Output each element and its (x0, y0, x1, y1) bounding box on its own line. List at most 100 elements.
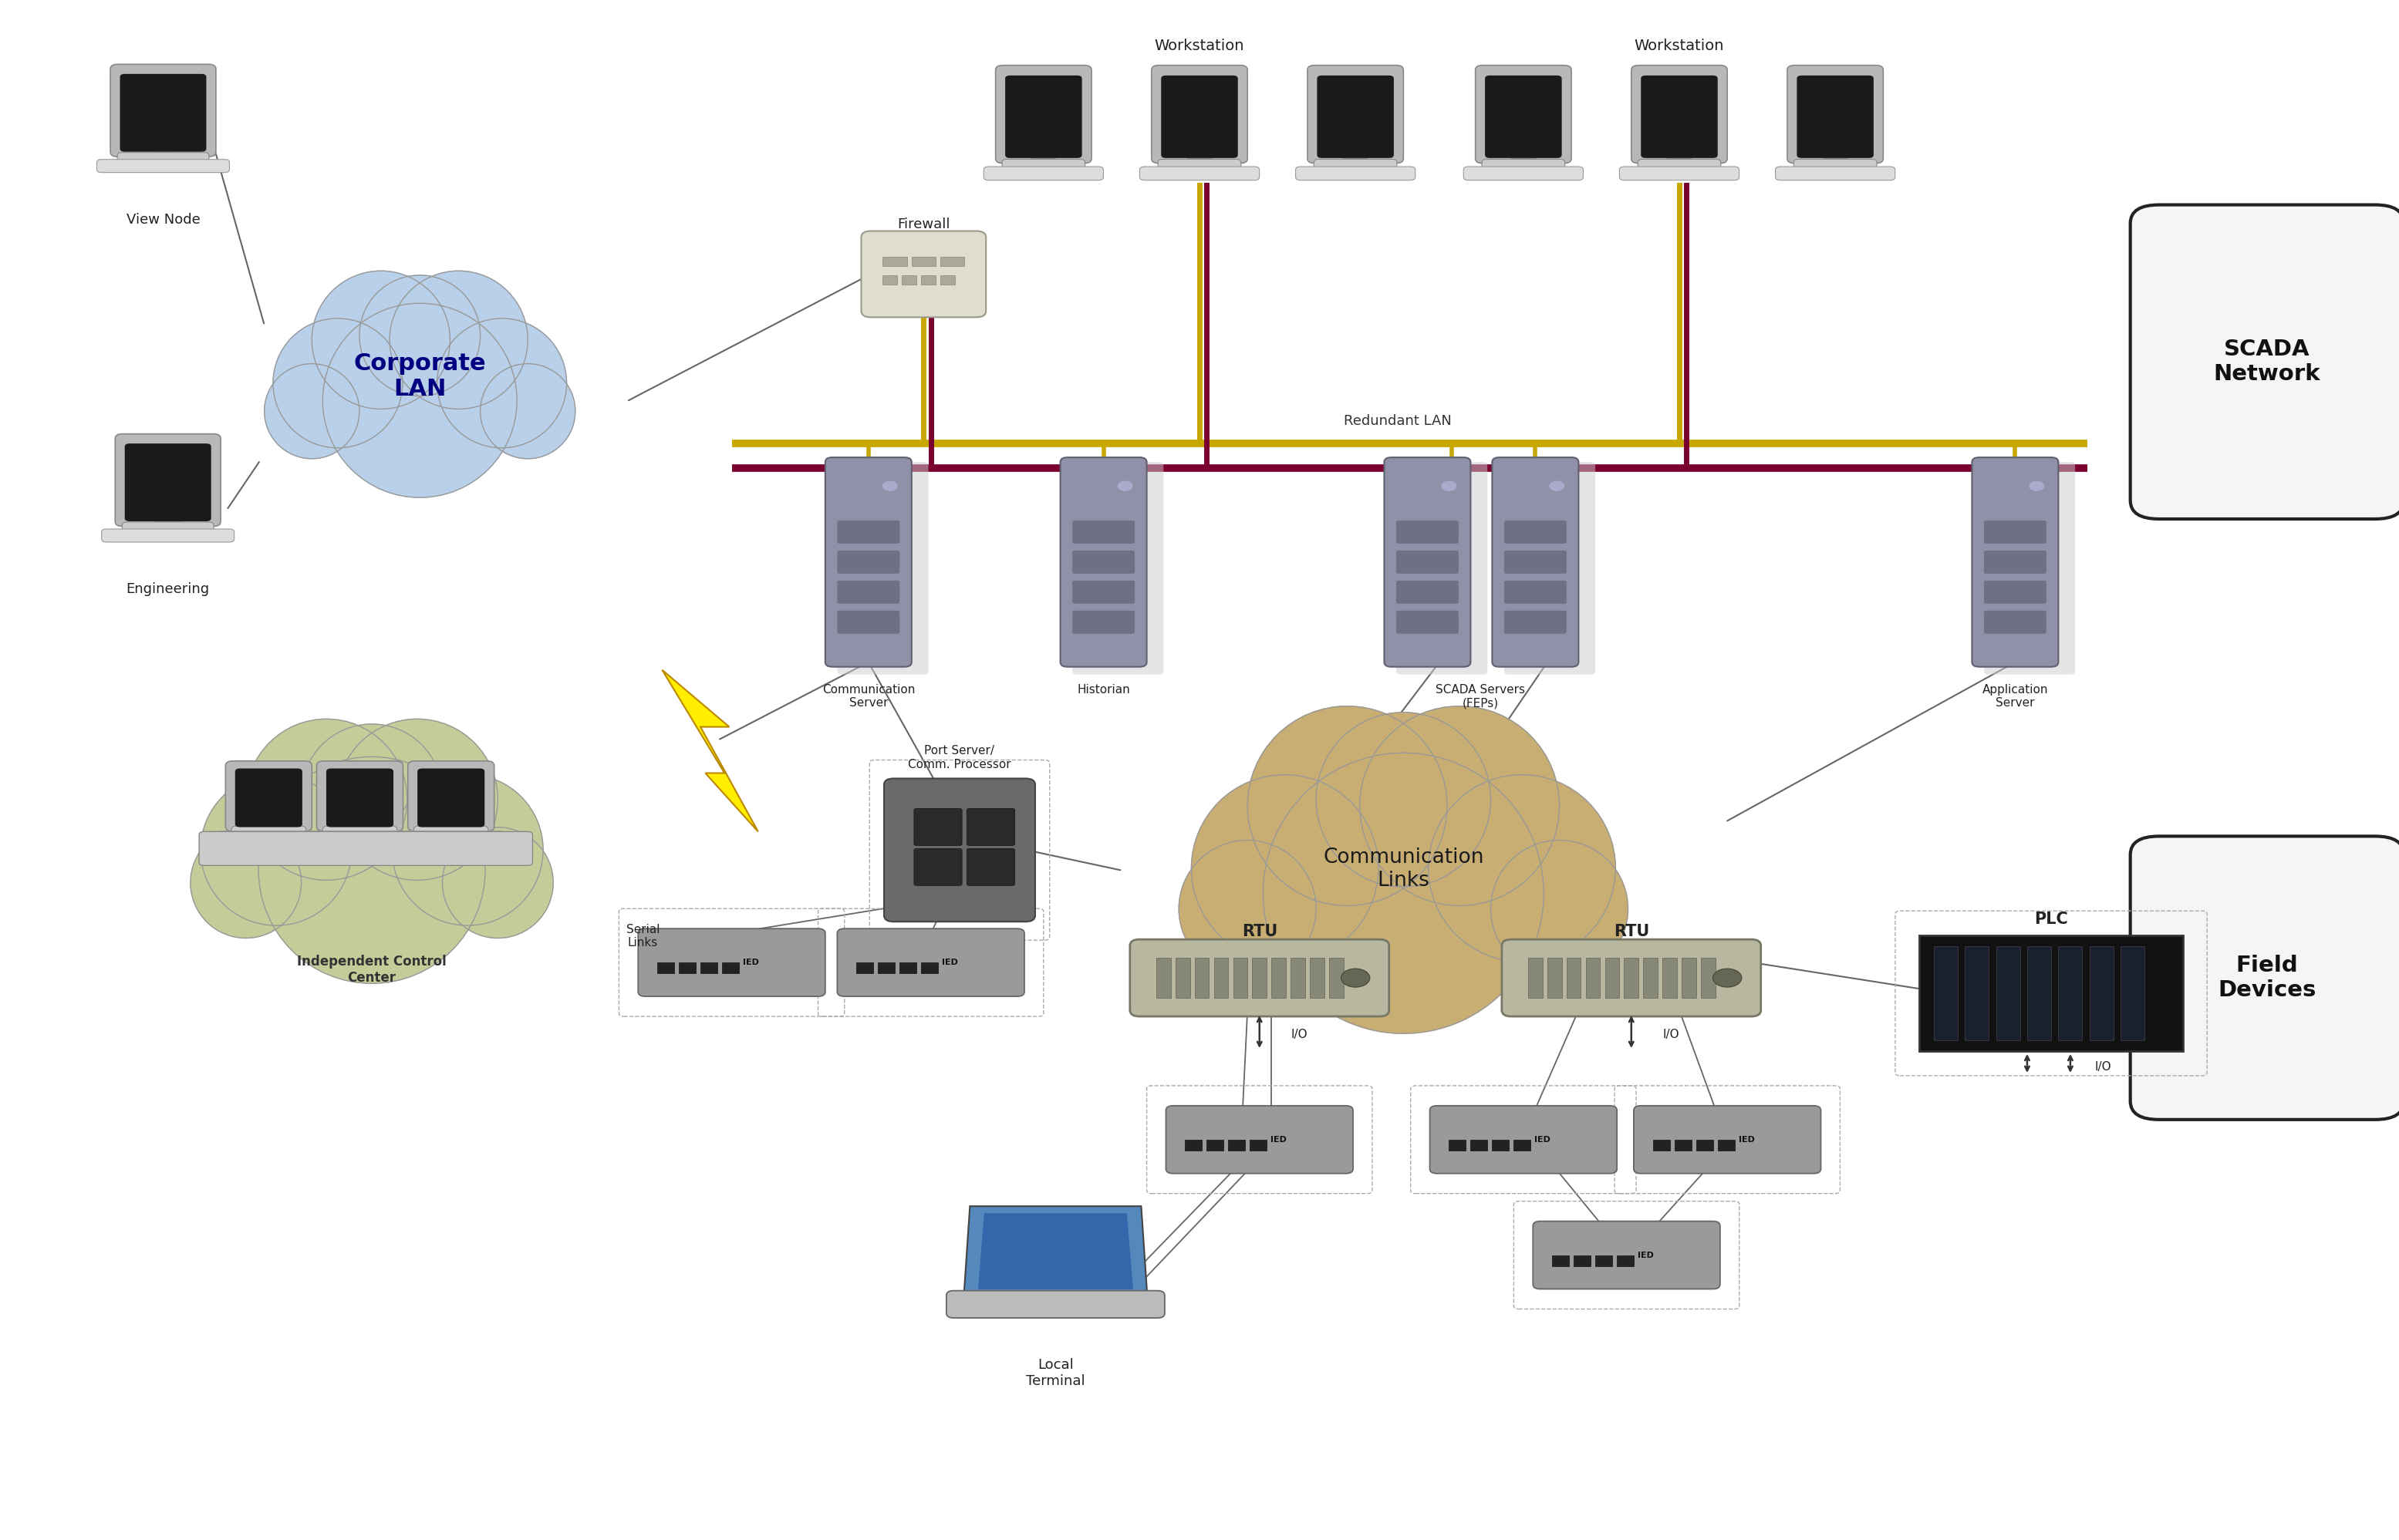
Bar (1996, 946, 2020, 1041)
FancyBboxPatch shape (1463, 166, 1583, 180)
Bar (856, 963, 873, 973)
Polygon shape (1663, 159, 1696, 165)
FancyBboxPatch shape (1396, 521, 1459, 544)
Text: Communication
Links: Communication Links (1322, 847, 1485, 890)
FancyBboxPatch shape (118, 152, 209, 168)
FancyBboxPatch shape (967, 808, 1015, 845)
Bar (722, 963, 739, 973)
FancyBboxPatch shape (317, 761, 403, 832)
FancyBboxPatch shape (1984, 551, 2046, 574)
Circle shape (1550, 482, 1564, 491)
Bar (1617, 1255, 1634, 1266)
Text: Redundant LAN: Redundant LAN (1343, 414, 1451, 428)
Bar (1528, 958, 1543, 998)
Bar (1228, 1140, 1245, 1150)
Circle shape (2030, 482, 2044, 491)
Bar (1696, 1140, 1713, 1150)
Polygon shape (1180, 159, 1216, 165)
FancyBboxPatch shape (1396, 611, 1459, 634)
Circle shape (883, 482, 897, 491)
Ellipse shape (1192, 775, 1379, 963)
Bar (1449, 1140, 1466, 1150)
Ellipse shape (391, 775, 542, 926)
Ellipse shape (202, 775, 353, 926)
Bar (1965, 946, 1989, 1041)
Text: Corporate
LAN: Corporate LAN (353, 353, 487, 400)
Ellipse shape (441, 827, 554, 938)
Ellipse shape (321, 303, 518, 497)
Polygon shape (341, 827, 379, 832)
FancyBboxPatch shape (945, 1291, 1166, 1318)
Ellipse shape (336, 719, 499, 881)
Bar (1718, 1140, 1734, 1150)
Bar (1233, 958, 1247, 998)
Text: SCADA
Network: SCADA Network (2214, 339, 2320, 385)
Bar (1185, 1140, 1202, 1150)
Text: Workstation: Workstation (1634, 39, 1725, 54)
FancyBboxPatch shape (216, 832, 321, 842)
Text: Port Server/
Comm. Processor: Port Server/ Comm. Processor (909, 745, 1010, 770)
Bar (1271, 958, 1286, 998)
Ellipse shape (247, 719, 408, 881)
Bar (921, 963, 938, 973)
FancyBboxPatch shape (1619, 166, 1739, 180)
Bar (1252, 958, 1267, 998)
FancyBboxPatch shape (1072, 462, 1164, 675)
Text: PLC: PLC (2034, 912, 2068, 927)
FancyBboxPatch shape (1504, 551, 1567, 574)
FancyBboxPatch shape (120, 74, 206, 152)
FancyBboxPatch shape (1504, 581, 1567, 604)
Ellipse shape (1317, 713, 1490, 887)
FancyBboxPatch shape (321, 825, 396, 839)
FancyBboxPatch shape (1492, 457, 1579, 667)
Bar (1514, 1140, 1531, 1150)
FancyBboxPatch shape (1161, 75, 1238, 159)
FancyBboxPatch shape (1639, 159, 1720, 176)
Text: Firewall: Firewall (897, 217, 950, 231)
FancyBboxPatch shape (996, 65, 1092, 163)
FancyBboxPatch shape (638, 929, 825, 996)
Text: IED: IED (1739, 1135, 1754, 1144)
FancyBboxPatch shape (837, 611, 900, 634)
FancyBboxPatch shape (307, 832, 413, 842)
Bar (657, 963, 674, 973)
Ellipse shape (264, 363, 360, 459)
Ellipse shape (312, 271, 451, 410)
Text: I/O: I/O (1663, 1029, 1679, 1041)
FancyBboxPatch shape (837, 929, 1024, 996)
Bar (883, 257, 907, 266)
Text: IED: IED (1271, 1135, 1286, 1144)
Text: Local
Terminal: Local Terminal (1027, 1358, 1084, 1388)
Bar (883, 276, 897, 285)
Bar (878, 963, 895, 973)
Text: IED: IED (744, 958, 758, 967)
Bar (1653, 1140, 1670, 1150)
FancyBboxPatch shape (1984, 611, 2046, 634)
Ellipse shape (259, 756, 485, 984)
FancyBboxPatch shape (1072, 521, 1135, 544)
FancyBboxPatch shape (125, 444, 211, 522)
Bar (1701, 958, 1715, 998)
Bar (1329, 958, 1343, 998)
Bar (2058, 946, 2082, 1041)
FancyBboxPatch shape (837, 551, 900, 574)
Text: Independent Control
Center: Independent Control Center (297, 955, 446, 984)
Bar (1663, 958, 1677, 998)
FancyBboxPatch shape (825, 457, 912, 667)
FancyBboxPatch shape (1140, 166, 1259, 180)
Polygon shape (662, 670, 758, 832)
FancyBboxPatch shape (914, 808, 962, 845)
Bar (902, 276, 916, 285)
FancyBboxPatch shape (914, 849, 962, 886)
Bar (912, 257, 936, 266)
FancyBboxPatch shape (1504, 611, 1567, 634)
FancyBboxPatch shape (1634, 1106, 1821, 1173)
Bar (1675, 1140, 1691, 1150)
Circle shape (1118, 482, 1132, 491)
Text: Field
Devices: Field Devices (2219, 955, 2315, 1001)
Polygon shape (964, 1206, 1147, 1297)
FancyBboxPatch shape (1072, 611, 1135, 634)
FancyBboxPatch shape (1396, 462, 1487, 675)
Text: RTU: RTU (1615, 924, 1648, 939)
FancyBboxPatch shape (1483, 159, 1564, 176)
